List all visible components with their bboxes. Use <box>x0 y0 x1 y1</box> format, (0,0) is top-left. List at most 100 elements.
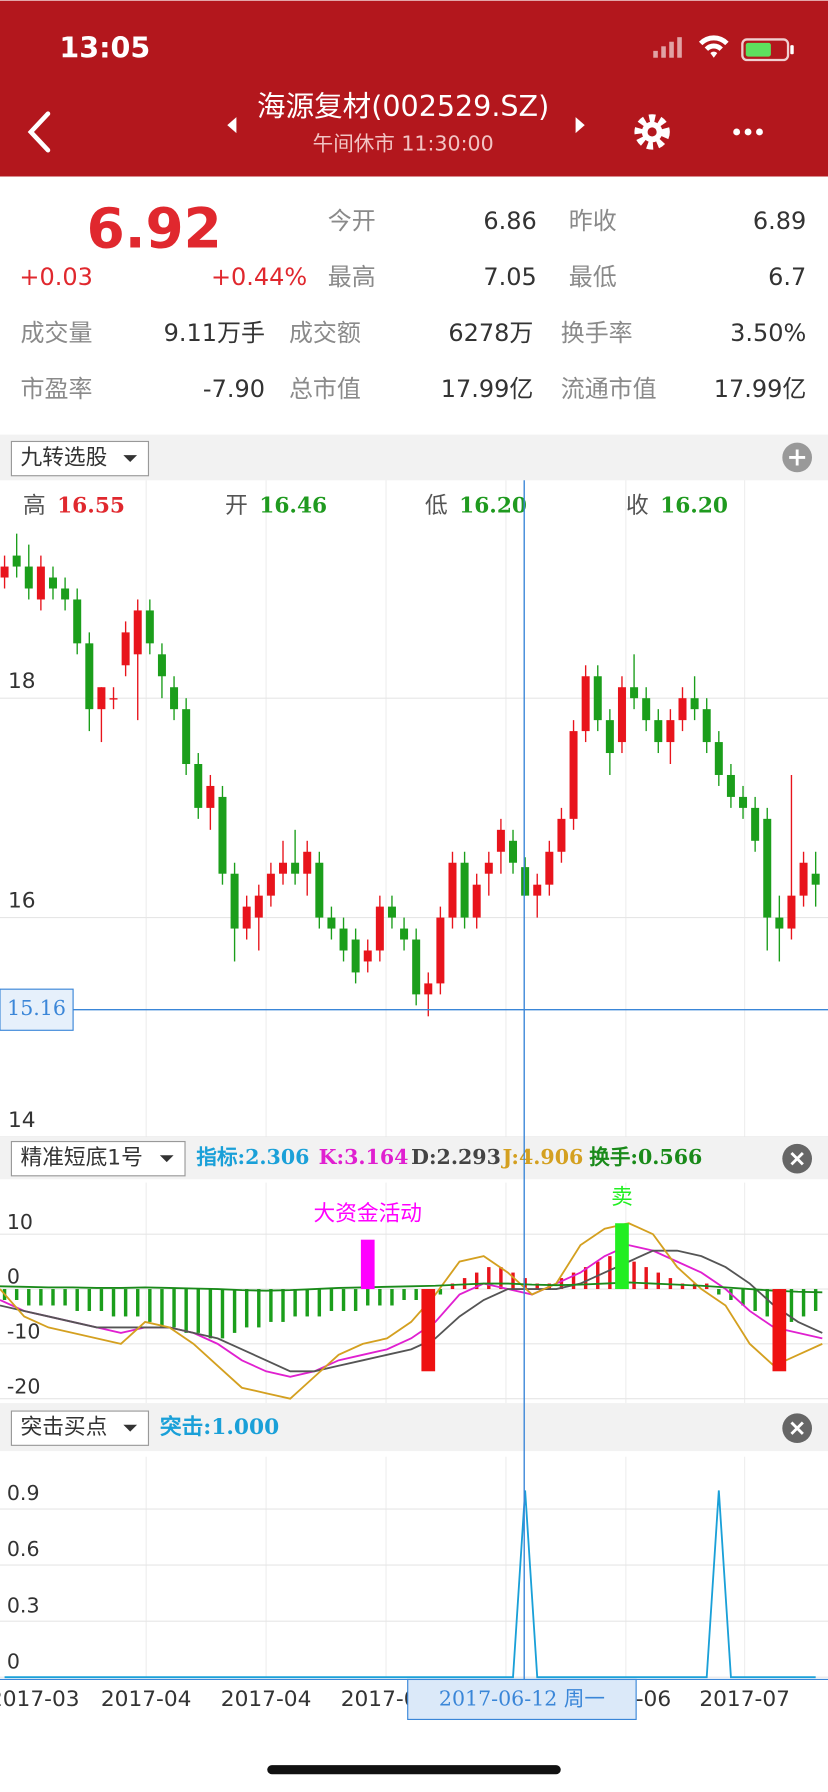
candle-body <box>375 906 384 951</box>
indicator-line <box>0 1281 823 1294</box>
candle-body <box>0 566 9 578</box>
histogram-bar <box>220 1289 225 1339</box>
ohlc-label: 收 <box>626 493 649 519</box>
histogram-bar <box>765 1289 769 1317</box>
candle-body <box>145 610 154 644</box>
candle-body <box>557 818 566 852</box>
indicator-line <box>0 1244 823 1378</box>
candle-body <box>206 785 215 808</box>
candle-body <box>339 928 348 951</box>
candle-body <box>739 796 748 808</box>
candle-body <box>521 867 530 896</box>
histogram-bar <box>27 1289 31 1306</box>
field-label: 流通市值 <box>561 375 657 403</box>
histogram-bar <box>136 1289 140 1317</box>
candle-body <box>266 873 275 896</box>
candle-body <box>678 698 687 721</box>
histogram-bar <box>499 1267 503 1290</box>
indicator-dropdown[interactable] <box>10 1140 186 1177</box>
candle-body <box>12 555 21 567</box>
x-tick-label: 2017-04 <box>101 1687 192 1712</box>
field-value: 6.89 <box>753 207 806 235</box>
histogram-bar <box>511 1272 515 1290</box>
candle-body <box>327 917 336 929</box>
crosshair-date: 2017-06-12 周一 <box>439 1687 605 1711</box>
price-change: +0.03 <box>19 263 92 291</box>
candle-body <box>799 862 808 896</box>
histogram-bar <box>232 1289 237 1333</box>
status-icons <box>653 35 794 62</box>
y-tick-label: 0.3 <box>7 1593 40 1617</box>
ohlc-label: 开 <box>225 493 248 519</box>
histogram-bar <box>571 1272 576 1290</box>
histogram-bar <box>644 1267 648 1290</box>
dropdown-label: 精准短底1号 <box>21 1146 143 1171</box>
histogram-bar <box>753 1289 757 1311</box>
candle-body <box>424 983 433 995</box>
candle-body <box>787 895 796 929</box>
candle-body <box>617 687 626 743</box>
histogram-bar <box>353 1289 358 1311</box>
back-button[interactable] <box>27 111 51 153</box>
histogram-bar <box>39 1289 43 1306</box>
close-indicator[interactable] <box>782 1413 813 1444</box>
indicator-dropdown[interactable] <box>10 440 150 477</box>
field-value: 6.7 <box>768 263 806 291</box>
candle-body <box>448 862 457 918</box>
histogram-bar <box>51 1289 55 1306</box>
histogram-bar <box>14 1289 19 1300</box>
candle-body <box>24 566 33 589</box>
candle-body <box>751 807 760 841</box>
field-label: 最低 <box>569 263 617 291</box>
close-indicator[interactable] <box>782 1143 813 1174</box>
candle-body <box>412 939 421 995</box>
field-label: 市盈率 <box>21 375 93 403</box>
histogram-bar <box>341 1289 346 1311</box>
histogram-bar <box>450 1283 455 1290</box>
field-value: -7.90 <box>203 375 265 403</box>
field-value: 7.05 <box>483 263 536 291</box>
histogram-bar <box>583 1267 588 1290</box>
indicator-chart: 指标:2.306 K:3.164 D:2.293 J:4.906 换手:0.566 -20… <box>0 1145 828 1404</box>
next-stock[interactable] <box>575 117 585 134</box>
crosshair-date-box <box>407 1678 637 1721</box>
indicator-legend: D:2.293 <box>411 1145 501 1169</box>
histogram-bar <box>196 1289 200 1333</box>
prev-stock[interactable] <box>227 117 237 134</box>
histogram-bar <box>535 1283 539 1290</box>
dropdown-arrow <box>123 455 138 463</box>
indicator-dropdown[interactable] <box>10 1410 150 1446</box>
histogram-bar <box>281 1289 285 1322</box>
signal-legend: 突击:1.000 <box>160 1414 279 1440</box>
candle-body <box>363 950 372 962</box>
y-tick-label: -20 <box>7 1374 41 1398</box>
field-value: 9.11万手 <box>164 319 265 347</box>
histogram-bar <box>75 1289 79 1311</box>
signal-block <box>421 1289 436 1372</box>
more-button[interactable] <box>733 128 763 136</box>
field-label: 最高 <box>328 263 376 291</box>
histogram-bar <box>148 1289 152 1322</box>
histogram-bar <box>438 1289 443 1295</box>
indicator-legend: 换手:0.566 <box>589 1145 702 1169</box>
nav-bar <box>0 0 828 177</box>
histogram-bar <box>257 1289 261 1328</box>
histogram-bar <box>111 1289 116 1317</box>
candle-body <box>690 698 699 710</box>
candle-body <box>533 884 542 896</box>
candle-body <box>472 884 481 918</box>
stock-title: 海源复材(002529.SZ) <box>257 89 549 123</box>
histogram-bar <box>390 1289 394 1306</box>
candle-body <box>133 610 142 655</box>
candle-body <box>605 720 614 754</box>
histogram-bar <box>172 1289 176 1328</box>
ohlc-value: 16.55 <box>57 494 125 519</box>
dropdown-arrow <box>123 1424 138 1432</box>
settings-button[interactable] <box>634 114 670 150</box>
candle-body <box>291 862 300 874</box>
candle-body <box>642 698 651 721</box>
add-indicator[interactable] <box>782 442 813 473</box>
histogram-bar <box>63 1289 67 1306</box>
candle-body <box>666 720 675 743</box>
candle-body <box>630 687 639 699</box>
